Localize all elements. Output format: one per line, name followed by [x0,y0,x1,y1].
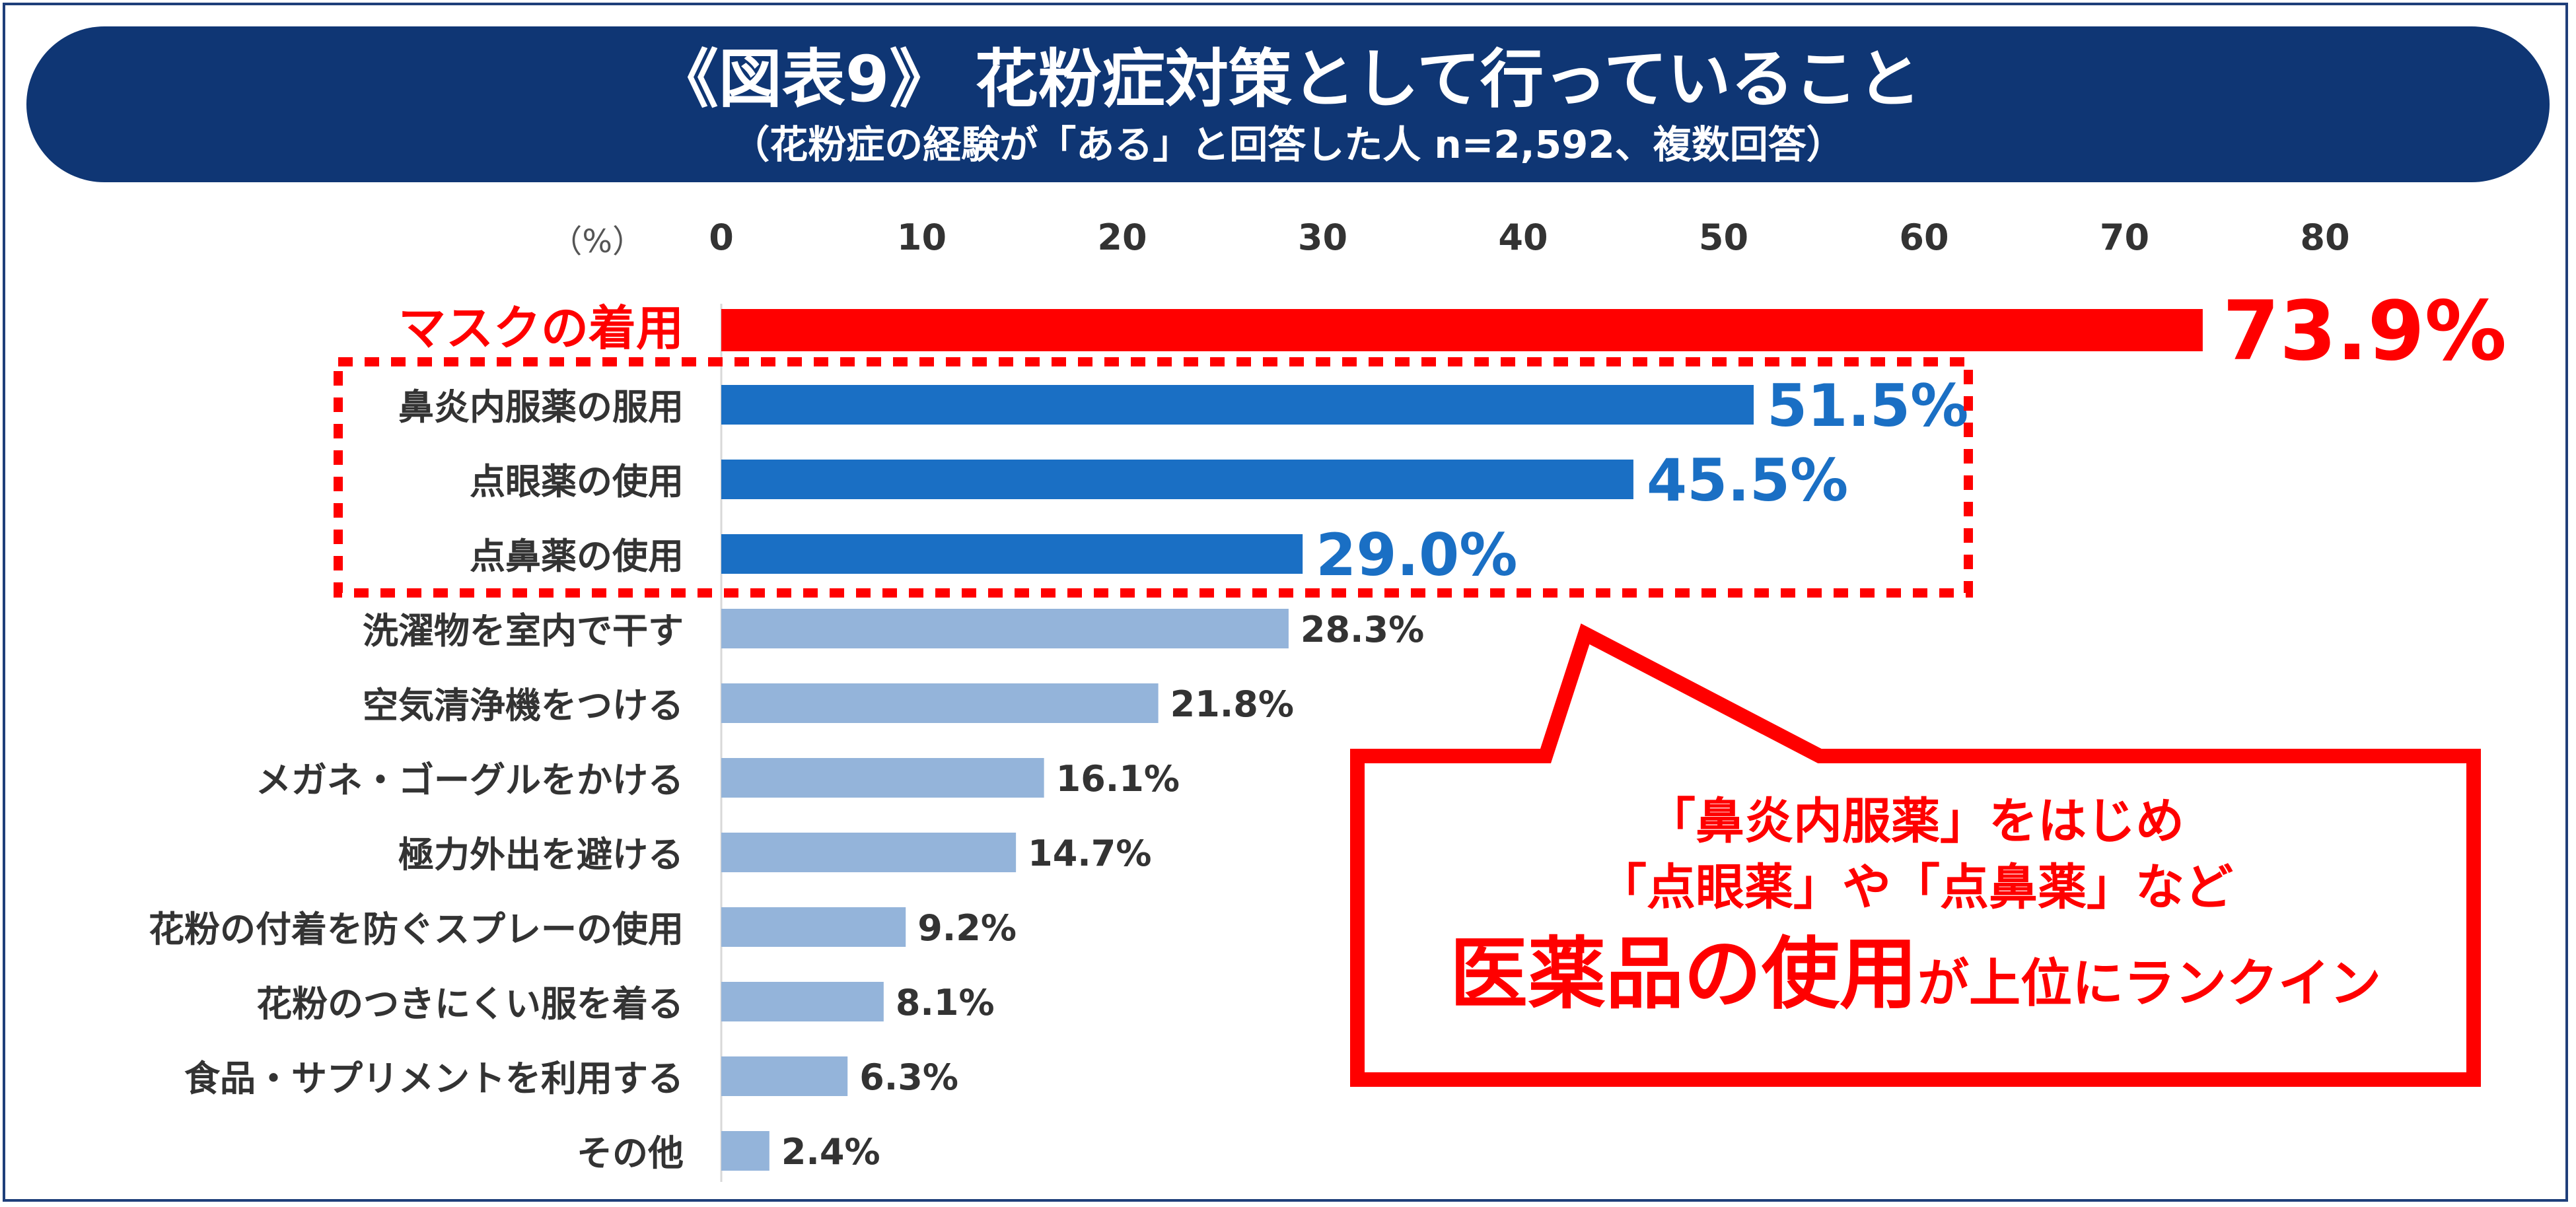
category-label: 点鼻薬の使用 [470,535,684,577]
bars: マスクの着用 73.9% 鼻炎内服薬の服用 51.5% 点眼薬の使用 45.5% 点鼻薬の使… [149,284,2507,1174]
category-label: メガネ・ゴーグルをかける [256,759,684,801]
callout-shape [334,357,2481,1087]
x-axis: 0 10 20 30 40 50 60 70 80 （%） [550,217,2350,1182]
x-tick-label: 20 [1097,217,1147,258]
value-label: 8.1% [896,982,995,1023]
header-banner: 《図表9》 花粉症対策として行っていること （花粉症の経験が「ある」と回答した人… [26,26,2550,182]
value-label: 29.0% [1316,521,1517,589]
callout-emphasis: 医薬品の使用 [1449,928,1917,1019]
bar [721,758,1044,798]
value-label: 28.3% [1301,609,1424,650]
chart-frame [3,3,2568,1202]
category-label: 鼻炎内服薬の服用 [398,386,684,428]
value-label: 9.2% [917,907,1017,949]
chart-subtitle: （花粉症の経験が「ある」と回答した人 n=2,592、複数回答） [731,122,1845,167]
category-label: 洗濯物を室内で干す [363,610,684,652]
x-tick-label: 30 [1298,217,1347,258]
category-label: 極力外出を避ける [398,834,684,876]
value-label: 2.4% [781,1131,880,1173]
bar [721,609,1289,648]
category-label: 花粉の付着を防ぐスプレーの使用 [149,909,684,950]
x-tick-label: 80 [2300,217,2349,258]
bar [721,309,2203,351]
value-label: 73.9% [2223,284,2507,379]
x-tick-label: 60 [1899,217,1949,258]
bar [721,833,1017,872]
bar [721,385,1754,425]
value-label: 14.7% [1028,833,1151,874]
value-label: 45.5% [1647,446,1848,514]
x-tick-label: 40 [1498,217,1548,258]
chart-title: 《図表9》 花粉症対策として行っていること [655,42,1921,116]
category-label: その他 [577,1132,684,1174]
x-tick-label: 0 [709,217,734,258]
x-tick-label: 70 [2100,217,2149,258]
bar [721,907,906,947]
value-label: 6.3% [859,1056,958,1098]
bar [721,1056,848,1096]
category-label: マスクの着用 [398,300,684,356]
bar [721,982,884,1021]
value-label: 21.8% [1170,683,1294,725]
callout-text: 「鼻炎内服薬」をはじめ 「点眼薬」や「点鼻薬」など 医薬品の使用が上位にランクイ… [1357,756,2474,1080]
callout-bubble [1350,623,2481,1087]
category-label: 点眼薬の使用 [470,461,684,502]
value-label: 16.1% [1056,758,1180,800]
unit-label: （%） [550,223,644,260]
x-tick-label: 50 [1699,217,1748,258]
callout-line-3: 医薬品の使用が上位にランクイン [1450,924,2381,1047]
bar [721,1131,769,1171]
category-label: 花粉のつきにくい服を着る [256,983,684,1025]
x-tick-label: 10 [897,217,947,258]
bar [721,460,1633,499]
callout-rest: が上位にランクイン [1917,954,2382,1014]
bar [721,683,1159,723]
highlight-box [334,357,1973,598]
category-label: 空気清浄機をつける [363,685,684,726]
callout-line-1: 「鼻炎内服薬」をはじめ [1647,793,2184,850]
category-label: 食品・サプリメントを利用する [184,1058,684,1099]
callout-line-2: 「点眼薬」や「点鼻薬」など [1598,859,2233,916]
bar [721,534,1303,574]
value-label: 51.5% [1767,372,1968,440]
